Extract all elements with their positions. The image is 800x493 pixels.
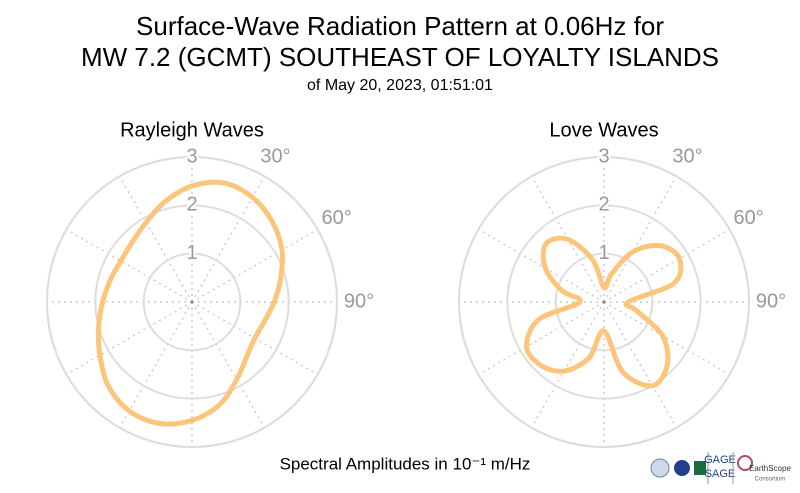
pattern-line bbox=[95, 179, 286, 427]
angle-grid-line bbox=[118, 176, 193, 303]
logo-icon bbox=[674, 460, 690, 476]
chart-title: Rayleigh Waves bbox=[120, 119, 264, 141]
angle-tick-label: 90° bbox=[756, 290, 786, 312]
logos: GAGE SAGE EarthScope Consortium bbox=[650, 452, 791, 484]
title-line: MW 7.2 (GCMT) SOUTHEAST OF LOYALTY ISLAN… bbox=[81, 42, 719, 72]
title-line: Surface-Wave Radiation Pattern at 0.06Hz… bbox=[136, 11, 664, 41]
radial-tick-label: 2 bbox=[186, 194, 197, 216]
radial-grid-line bbox=[94, 204, 290, 400]
angle-tick-label: 60° bbox=[322, 207, 352, 229]
radial-tick-label: 2 bbox=[598, 194, 609, 216]
angle-grid-line bbox=[66, 228, 193, 303]
logo-text: GAGE bbox=[704, 454, 736, 466]
angle-tick-label: 30° bbox=[672, 146, 702, 168]
angle-grid-line bbox=[66, 301, 193, 376]
logo-text: EarthScope bbox=[749, 464, 791, 473]
angle-tick-label: 60° bbox=[734, 207, 764, 229]
angle-grid-line bbox=[603, 301, 730, 376]
radial-grid-line bbox=[142, 252, 242, 352]
logo-text: SAGE bbox=[705, 468, 736, 480]
radial-grid-line bbox=[554, 252, 654, 352]
radial-tick-label: 3 bbox=[598, 145, 609, 167]
radial-grid-line bbox=[458, 156, 750, 448]
radial-tick-label: 1 bbox=[598, 242, 609, 264]
angle-grid-line bbox=[603, 301, 678, 428]
angle-grid-line bbox=[530, 301, 605, 428]
logo-icon bbox=[694, 461, 706, 475]
angle-grid-line bbox=[603, 176, 678, 303]
angle-grid-line bbox=[603, 228, 730, 303]
polar-center bbox=[602, 300, 606, 304]
pattern-line bbox=[524, 235, 684, 389]
radial-grid-line bbox=[506, 204, 702, 400]
radial-tick-label: 3 bbox=[186, 145, 197, 167]
logo-text: Consortium bbox=[755, 477, 786, 483]
radial-grid-line bbox=[46, 156, 338, 448]
radial-tick-label: 1 bbox=[186, 242, 197, 264]
chart-title: Love Waves bbox=[549, 119, 658, 141]
angle-grid-line bbox=[478, 228, 605, 303]
angle-grid-line bbox=[191, 301, 266, 428]
logo-icon bbox=[737, 455, 753, 471]
angle-grid-line bbox=[478, 301, 605, 376]
polar-center bbox=[190, 300, 194, 304]
logo-icon bbox=[650, 458, 670, 478]
angle-grid-line bbox=[191, 228, 318, 303]
footnote: Spectral Amplitudes in 10⁻¹ m/Hz bbox=[280, 454, 531, 473]
angle-grid-line bbox=[118, 301, 193, 428]
subtitle: of May 20, 2023, 01:51:01 bbox=[307, 77, 493, 94]
angle-tick-label: 90° bbox=[344, 290, 374, 312]
angle-tick-label: 30° bbox=[260, 146, 290, 168]
